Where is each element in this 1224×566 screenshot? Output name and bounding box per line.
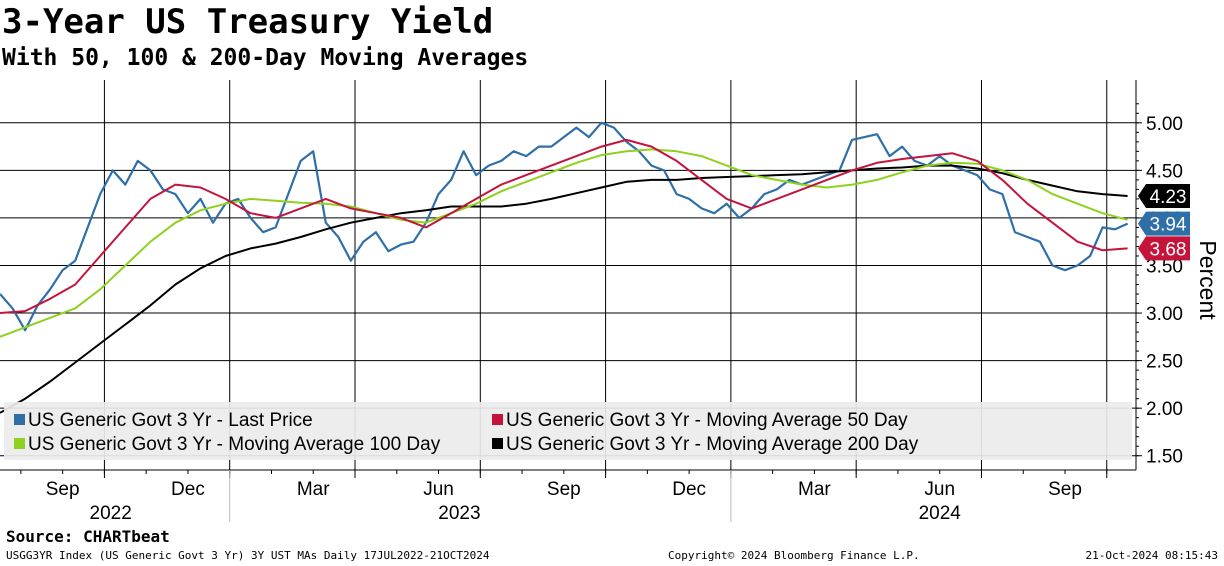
y-axis-label: Percent xyxy=(1195,240,1221,320)
series-line xyxy=(0,121,1129,332)
x-month-label: Dec xyxy=(672,479,706,500)
legend-swatch xyxy=(492,438,503,449)
source-note: Source: CHARTbeat xyxy=(6,527,170,546)
x-month-label: Dec xyxy=(171,479,205,500)
series-layer xyxy=(0,121,1129,414)
y-tick-label: 2.00 xyxy=(1146,399,1183,420)
legend-label: US Generic Govt 3 Yr - Moving Average 20… xyxy=(506,434,919,455)
x-month-label: Sep xyxy=(46,479,80,500)
y-tick-label: 3.50 xyxy=(1146,256,1183,277)
x-year-label: 2023 xyxy=(438,503,480,524)
legend-label: US Generic Govt 3 Yr - Moving Average 10… xyxy=(28,434,441,455)
legend-box xyxy=(4,402,1132,460)
legend-swatch xyxy=(492,414,503,425)
legend-label: US Generic Govt 3 Yr - Last Price xyxy=(28,410,313,431)
end-label-value: 4.23 xyxy=(1150,187,1187,208)
footer-timestamp: 21-Oct-2024 08:15:43 xyxy=(1085,549,1218,562)
legend-swatch xyxy=(14,414,25,425)
legend-label: US Generic Govt 3 Yr - Moving Average 50… xyxy=(506,410,908,431)
axes: 1.502.002.503.003.504.004.505.00SepDecMa… xyxy=(0,80,1221,524)
y-tick-label: 2.50 xyxy=(1146,352,1183,373)
end-label-badge xyxy=(1138,211,1190,236)
footer-copyright: Copyright© 2024 Bloomberg Finance L.P. xyxy=(668,549,920,562)
end-labels: 4.23 3.94 3.68 xyxy=(1138,184,1190,261)
x-year-label: 2024 xyxy=(919,503,962,524)
x-month-label: Sep xyxy=(1048,479,1082,500)
y-tick-label: 5.00 xyxy=(1146,114,1183,135)
y-tick-label: 3.00 xyxy=(1146,304,1183,325)
series-line xyxy=(0,148,1128,338)
end-label-value: 3.94 xyxy=(1150,215,1187,236)
end-label-badge xyxy=(1138,236,1190,261)
x-month-label: Mar xyxy=(798,479,831,500)
end-label-value: 3.68 xyxy=(1150,239,1187,260)
end-label-badge xyxy=(1138,184,1190,209)
y-tick-label: 1.50 xyxy=(1146,447,1183,468)
x-month-label: Jun xyxy=(423,479,454,500)
footer-index-info: USGG3YR Index (US Generic Govt 3 Yr) 3Y … xyxy=(6,549,490,562)
chart-title: 3-Year US Treasury Yield xyxy=(2,2,494,42)
legend: US Generic Govt 3 Yr - Last Price US Gene… xyxy=(4,402,1132,460)
x-month-label: Sep xyxy=(547,479,581,500)
x-month-label: Mar xyxy=(297,479,330,500)
series-line xyxy=(0,164,1128,414)
series-line xyxy=(0,138,1128,314)
y-tick-label: 4.50 xyxy=(1146,161,1183,182)
chart-subtitle: With 50, 100 & 200-Day Moving Averages xyxy=(2,45,529,71)
legend-swatch xyxy=(14,438,25,449)
x-month-label: Jun xyxy=(924,479,955,500)
x-year-label: 2022 xyxy=(90,503,132,524)
